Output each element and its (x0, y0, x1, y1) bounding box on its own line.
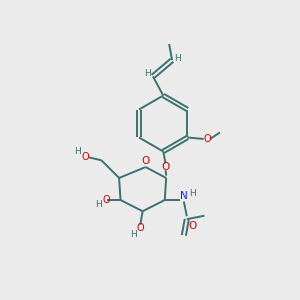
Text: O: O (81, 152, 89, 162)
Text: H: H (130, 230, 137, 239)
Text: O: O (136, 223, 144, 233)
Text: H: H (95, 200, 102, 209)
Text: O: O (142, 156, 150, 166)
Text: H: H (189, 189, 196, 198)
Text: N: N (180, 191, 188, 201)
Text: O: O (188, 221, 196, 231)
Text: O: O (161, 162, 170, 172)
Text: O: O (204, 134, 211, 144)
Text: O: O (102, 195, 110, 205)
Text: H: H (175, 54, 181, 63)
Text: H: H (144, 69, 150, 78)
Text: H: H (74, 147, 81, 156)
